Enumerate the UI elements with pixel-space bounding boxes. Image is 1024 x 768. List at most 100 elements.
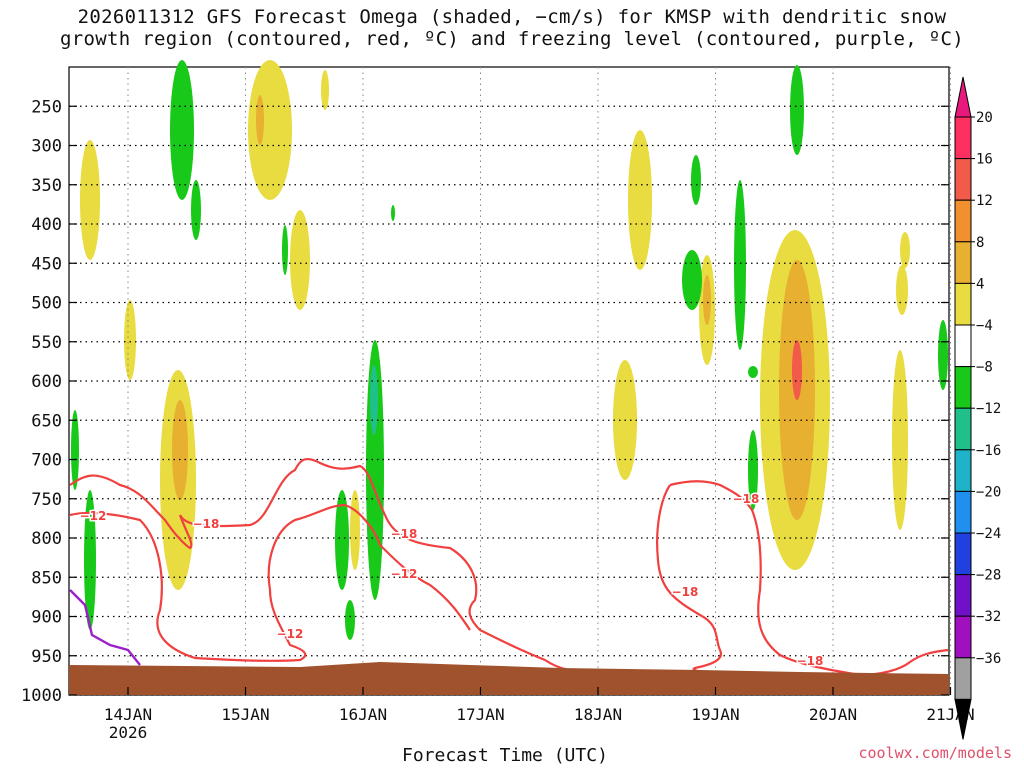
- x-year-label: 2026: [109, 723, 148, 742]
- omega-blob: [748, 366, 758, 378]
- y-tick-label: 900: [31, 608, 62, 628]
- colorbar-label: −12: [976, 401, 1001, 417]
- colorbar-label: −16: [976, 443, 1001, 459]
- y-axis: 250 300 350 400 450 500 550 600 650 700 750 800 850 9…: [21, 97, 949, 706]
- colorbar-swatch: [954, 324, 972, 368]
- x-tick-label: 18JAN: [574, 705, 622, 724]
- y-tick-label: 400: [31, 215, 62, 235]
- x-tick-label: 20JAN: [809, 705, 857, 724]
- contour-labels: −12 −18 −12 −18 −12 −18 −18 −18: [78, 491, 825, 670]
- x-axis: 14JAN 15JAN 16JAN 17JAN 18JAN 19JAN 20JAN 21JAN…: [104, 687, 975, 742]
- omega-blob: [345, 600, 355, 640]
- omega-blob: [734, 180, 746, 350]
- contour-label: −18: [391, 527, 418, 541]
- colorbar-label: 12: [976, 193, 993, 209]
- y-tick-label: 800: [31, 529, 62, 549]
- colorbar-swatch: [954, 657, 972, 700]
- y-tick-label: 300: [31, 137, 62, 157]
- colorbar-swatch: [954, 116, 972, 160]
- y-tick-label: 600: [31, 372, 62, 392]
- y-tick-label: 350: [31, 176, 62, 196]
- contour-label: −18: [797, 654, 824, 668]
- omega-blob: [256, 95, 264, 145]
- contour-label: −12: [391, 567, 418, 581]
- omega-blob: [191, 180, 201, 240]
- colorbar-top-arrow: [954, 76, 972, 118]
- omega-blob: [370, 365, 378, 435]
- x-tick-label: 15JAN: [221, 705, 269, 724]
- omega-blob: [892, 350, 908, 530]
- y-tick-label: 700: [31, 451, 62, 471]
- colorbar-label: −20: [976, 484, 1001, 500]
- grid-lines: [69, 67, 951, 696]
- colorbar-swatch: [954, 449, 972, 492]
- colorbar: 20 16 12 8 4 −4 −8 −12 −16 −20 −24 −28 −32 −36: [954, 76, 1001, 740]
- omega-blob: [896, 265, 908, 315]
- colorbar-label: 4: [976, 276, 984, 292]
- colorbar-label: −28: [976, 568, 1001, 584]
- x-axis-title: Forecast Time (UTC): [402, 745, 608, 766]
- colorbar-swatch: [954, 574, 972, 617]
- y-tick-label: 850: [31, 568, 62, 588]
- contour-red: [656, 484, 723, 677]
- omega-blob: [792, 340, 802, 400]
- y-tick-label: 650: [31, 411, 62, 431]
- terrain: [69, 662, 949, 695]
- omega-blob: [391, 205, 395, 221]
- colorbar-swatch: [954, 366, 972, 409]
- omega-blob: [84, 490, 96, 630]
- omega-blob: [248, 60, 292, 200]
- contour-red: [69, 457, 591, 674]
- contour-red: [669, 480, 861, 677]
- contour-label: −18: [733, 492, 760, 506]
- colorbar-swatch: [954, 158, 972, 201]
- y-tick-label: 500: [31, 294, 62, 314]
- omega-blob: [80, 140, 100, 260]
- colorbar-swatch: [954, 532, 972, 576]
- chart-title: 2026011312 GFS Forecast Omega (shaded, −…: [0, 6, 1024, 50]
- chart-title-line-2: growth region (contoured, red, ºC) and f…: [60, 28, 964, 50]
- colorbar-swatch: [954, 282, 972, 326]
- colorbar-swatch: [954, 615, 972, 659]
- omega-blob: [71, 410, 79, 490]
- omega-blob: [703, 275, 711, 325]
- colorbar-label: 20: [976, 110, 993, 126]
- colorbar-label: −32: [976, 609, 1001, 625]
- omega-blob: [170, 60, 194, 200]
- omega-blob: [290, 210, 310, 310]
- x-tick-label: 16JAN: [339, 705, 387, 724]
- colorbar-label: −4: [976, 318, 993, 334]
- omega-blob: [335, 490, 349, 590]
- colorbar-swatch: [954, 407, 972, 451]
- omega-blob: [350, 490, 360, 570]
- colorbar-label: −36: [976, 651, 1001, 667]
- colorbar-label: −8: [976, 360, 993, 376]
- colorbar-label: −24: [976, 526, 1001, 542]
- y-tick-label: 250: [31, 97, 62, 117]
- contour-label: −18: [672, 585, 699, 599]
- x-tick-label: 19JAN: [691, 705, 739, 724]
- omega-blob: [282, 225, 288, 275]
- freezing-level-contour: [69, 589, 141, 666]
- dgz-contours: [69, 457, 949, 677]
- colorbar-label: 16: [976, 152, 993, 168]
- omega-blob: [900, 232, 910, 268]
- contour-red: [69, 503, 471, 662]
- credit-link[interactable]: coolwx.com/models: [858, 744, 1012, 762]
- omega-blob: [691, 155, 701, 205]
- x-tick-label: 14JAN: [104, 705, 152, 724]
- x-tick-label: 17JAN: [456, 705, 504, 724]
- omega-blob: [321, 70, 329, 110]
- omega-blob: [938, 320, 948, 390]
- contour-label: −12: [277, 627, 304, 641]
- chart-title-line-1: 2026011312 GFS Forecast Omega (shaded, −…: [77, 6, 947, 28]
- omega-blob: [748, 430, 758, 510]
- colorbar-label: 8: [976, 235, 984, 251]
- colorbar-swatch: [954, 490, 972, 534]
- colorbar-swatch: [954, 241, 972, 284]
- y-tick-label: 750: [31, 490, 62, 510]
- colorbar-bottom-arrow: [954, 698, 972, 740]
- y-tick-label: 550: [31, 333, 62, 353]
- omega-blob: [124, 300, 136, 380]
